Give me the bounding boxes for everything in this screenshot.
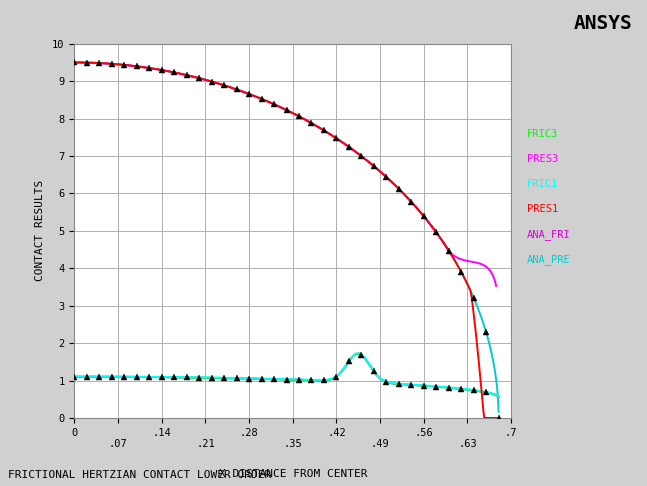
Text: PRES1: PRES1	[527, 205, 558, 214]
Text: ANA_PRE: ANA_PRE	[527, 255, 571, 265]
Text: ANA_FRI: ANA_FRI	[527, 229, 571, 240]
Text: FRIC3: FRIC3	[527, 129, 558, 139]
X-axis label: X DISTANCE FROM CENTER: X DISTANCE FROM CENTER	[219, 469, 367, 479]
Text: PRES3: PRES3	[527, 154, 558, 164]
Text: ANSYS: ANSYS	[574, 14, 633, 33]
Text: FRIC1: FRIC1	[527, 179, 558, 189]
Y-axis label: CONTACT RESULTS: CONTACT RESULTS	[35, 180, 45, 281]
Text: FRICTIONAL HERTZIAN CONTACT LOWER ORDER: FRICTIONAL HERTZIAN CONTACT LOWER ORDER	[8, 470, 272, 480]
